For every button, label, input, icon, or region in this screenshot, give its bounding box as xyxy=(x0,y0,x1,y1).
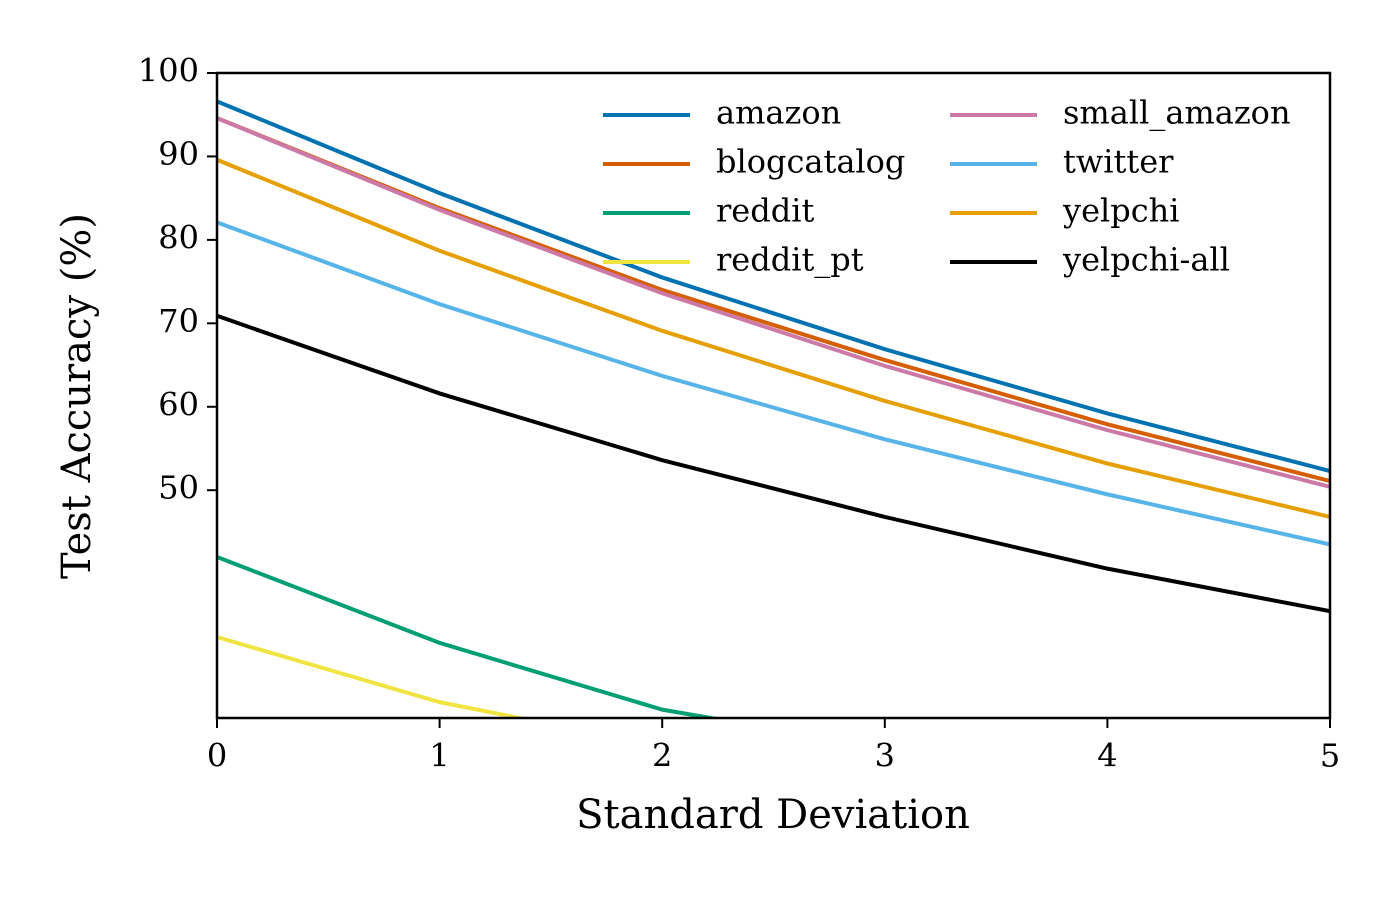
legend-label: reddit xyxy=(716,192,814,230)
y-tick-label: 60 xyxy=(158,385,199,423)
y-axis-label: Test Accuracy (%) xyxy=(54,213,100,579)
plot-area xyxy=(217,99,1330,718)
x-axis-label: Standard Deviation xyxy=(576,792,970,838)
y-tick-label: 50 xyxy=(158,469,199,507)
x-tick-label: 3 xyxy=(875,737,895,775)
x-tick-label: 0 xyxy=(207,737,227,775)
series-line xyxy=(217,116,1330,489)
y-tick-label: 100 xyxy=(138,52,199,90)
x-tick-label: 4 xyxy=(1097,737,1117,775)
axes-frame xyxy=(215,71,1332,720)
series-line xyxy=(217,555,723,718)
x-tick-label: 2 xyxy=(652,737,672,775)
legend-label: small_amazon xyxy=(1063,94,1291,132)
series-line xyxy=(217,313,1330,614)
series-line xyxy=(217,157,1330,519)
y-tick-label: 90 xyxy=(158,135,199,173)
legend-label: twitter xyxy=(1063,143,1174,181)
x-tick-label: 1 xyxy=(429,737,449,775)
y-tick-label: 80 xyxy=(158,218,199,256)
series-line xyxy=(217,99,1330,473)
y-tick-label: 70 xyxy=(158,302,199,340)
legend-label: reddit_pt xyxy=(716,241,864,279)
legend-label: blogcatalog xyxy=(716,143,905,181)
legend-label: yelpchi-all xyxy=(1062,241,1230,279)
x-tick-label: 5 xyxy=(1320,737,1340,775)
legend-label: yelpchi xyxy=(1062,192,1180,230)
legend-label: amazon xyxy=(716,94,841,132)
series-line xyxy=(217,220,1330,547)
series-line xyxy=(217,635,530,718)
